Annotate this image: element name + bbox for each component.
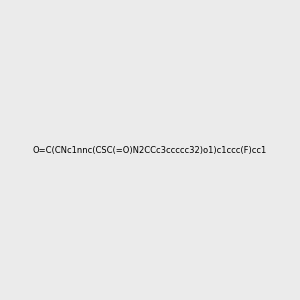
Text: O=C(CNc1nnc(CSC(=O)N2CCc3ccccc32)o1)c1ccc(F)cc1: O=C(CNc1nnc(CSC(=O)N2CCc3ccccc32)o1)c1cc… [33, 146, 267, 154]
